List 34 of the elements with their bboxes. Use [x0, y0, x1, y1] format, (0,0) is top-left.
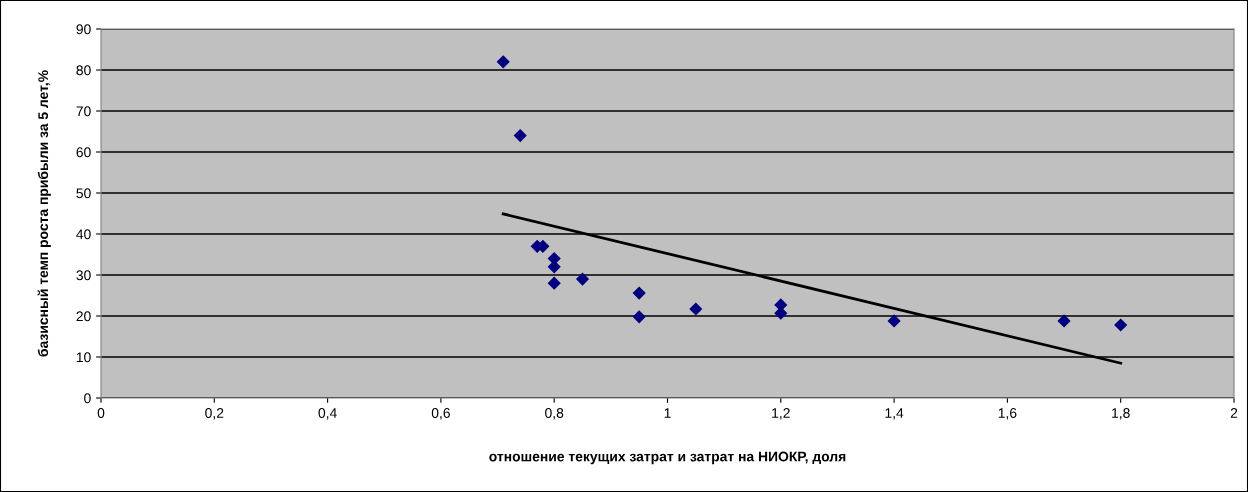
point — [513, 129, 527, 143]
x-tick-label: 1,4 — [885, 408, 904, 420]
x-tick-label: 0 — [97, 408, 105, 418]
y-tick-label: 10 — [76, 352, 91, 363]
y-tick-label: 80 — [76, 65, 91, 76]
x-axis-title: отношение текущих затрат и затрат на НИОКР, доля — [489, 451, 846, 465]
point — [575, 272, 590, 286]
y-tick-label: 40 — [76, 229, 91, 240]
point — [496, 55, 510, 69]
y-tick-label: 20 — [76, 311, 91, 322]
x-tick-label: 0,2 — [205, 408, 224, 420]
point — [632, 310, 646, 324]
x-tick-label: 1,6 — [998, 408, 1017, 420]
y-tick-label: 30 — [76, 270, 91, 281]
x-tick-label: 0,6 — [431, 408, 450, 420]
point — [1114, 318, 1128, 332]
y-tick-label: 60 — [76, 147, 91, 158]
x-tick-label: 0,4 — [318, 408, 337, 420]
y-tick-label: 0 — [84, 393, 91, 404]
y-axis-title: базисный темп роста прибыли за 5 лет,% — [37, 70, 51, 357]
point — [547, 260, 561, 274]
x-tick-label: 0,8 — [545, 408, 564, 420]
y-tick-label: 50 — [76, 188, 91, 199]
x-tick-label: 2 — [1230, 408, 1238, 418]
point — [887, 314, 901, 328]
x-tick-label: 1,8 — [1112, 408, 1130, 420]
y-tick-label: 90 — [76, 24, 91, 35]
point — [632, 286, 646, 300]
point — [1057, 314, 1071, 328]
point — [547, 276, 561, 290]
point — [689, 302, 703, 316]
y-tick-label: 70 — [76, 106, 91, 117]
x-tick-label: 1 — [664, 408, 671, 418]
x-tick-label: 1,2 — [772, 408, 790, 420]
